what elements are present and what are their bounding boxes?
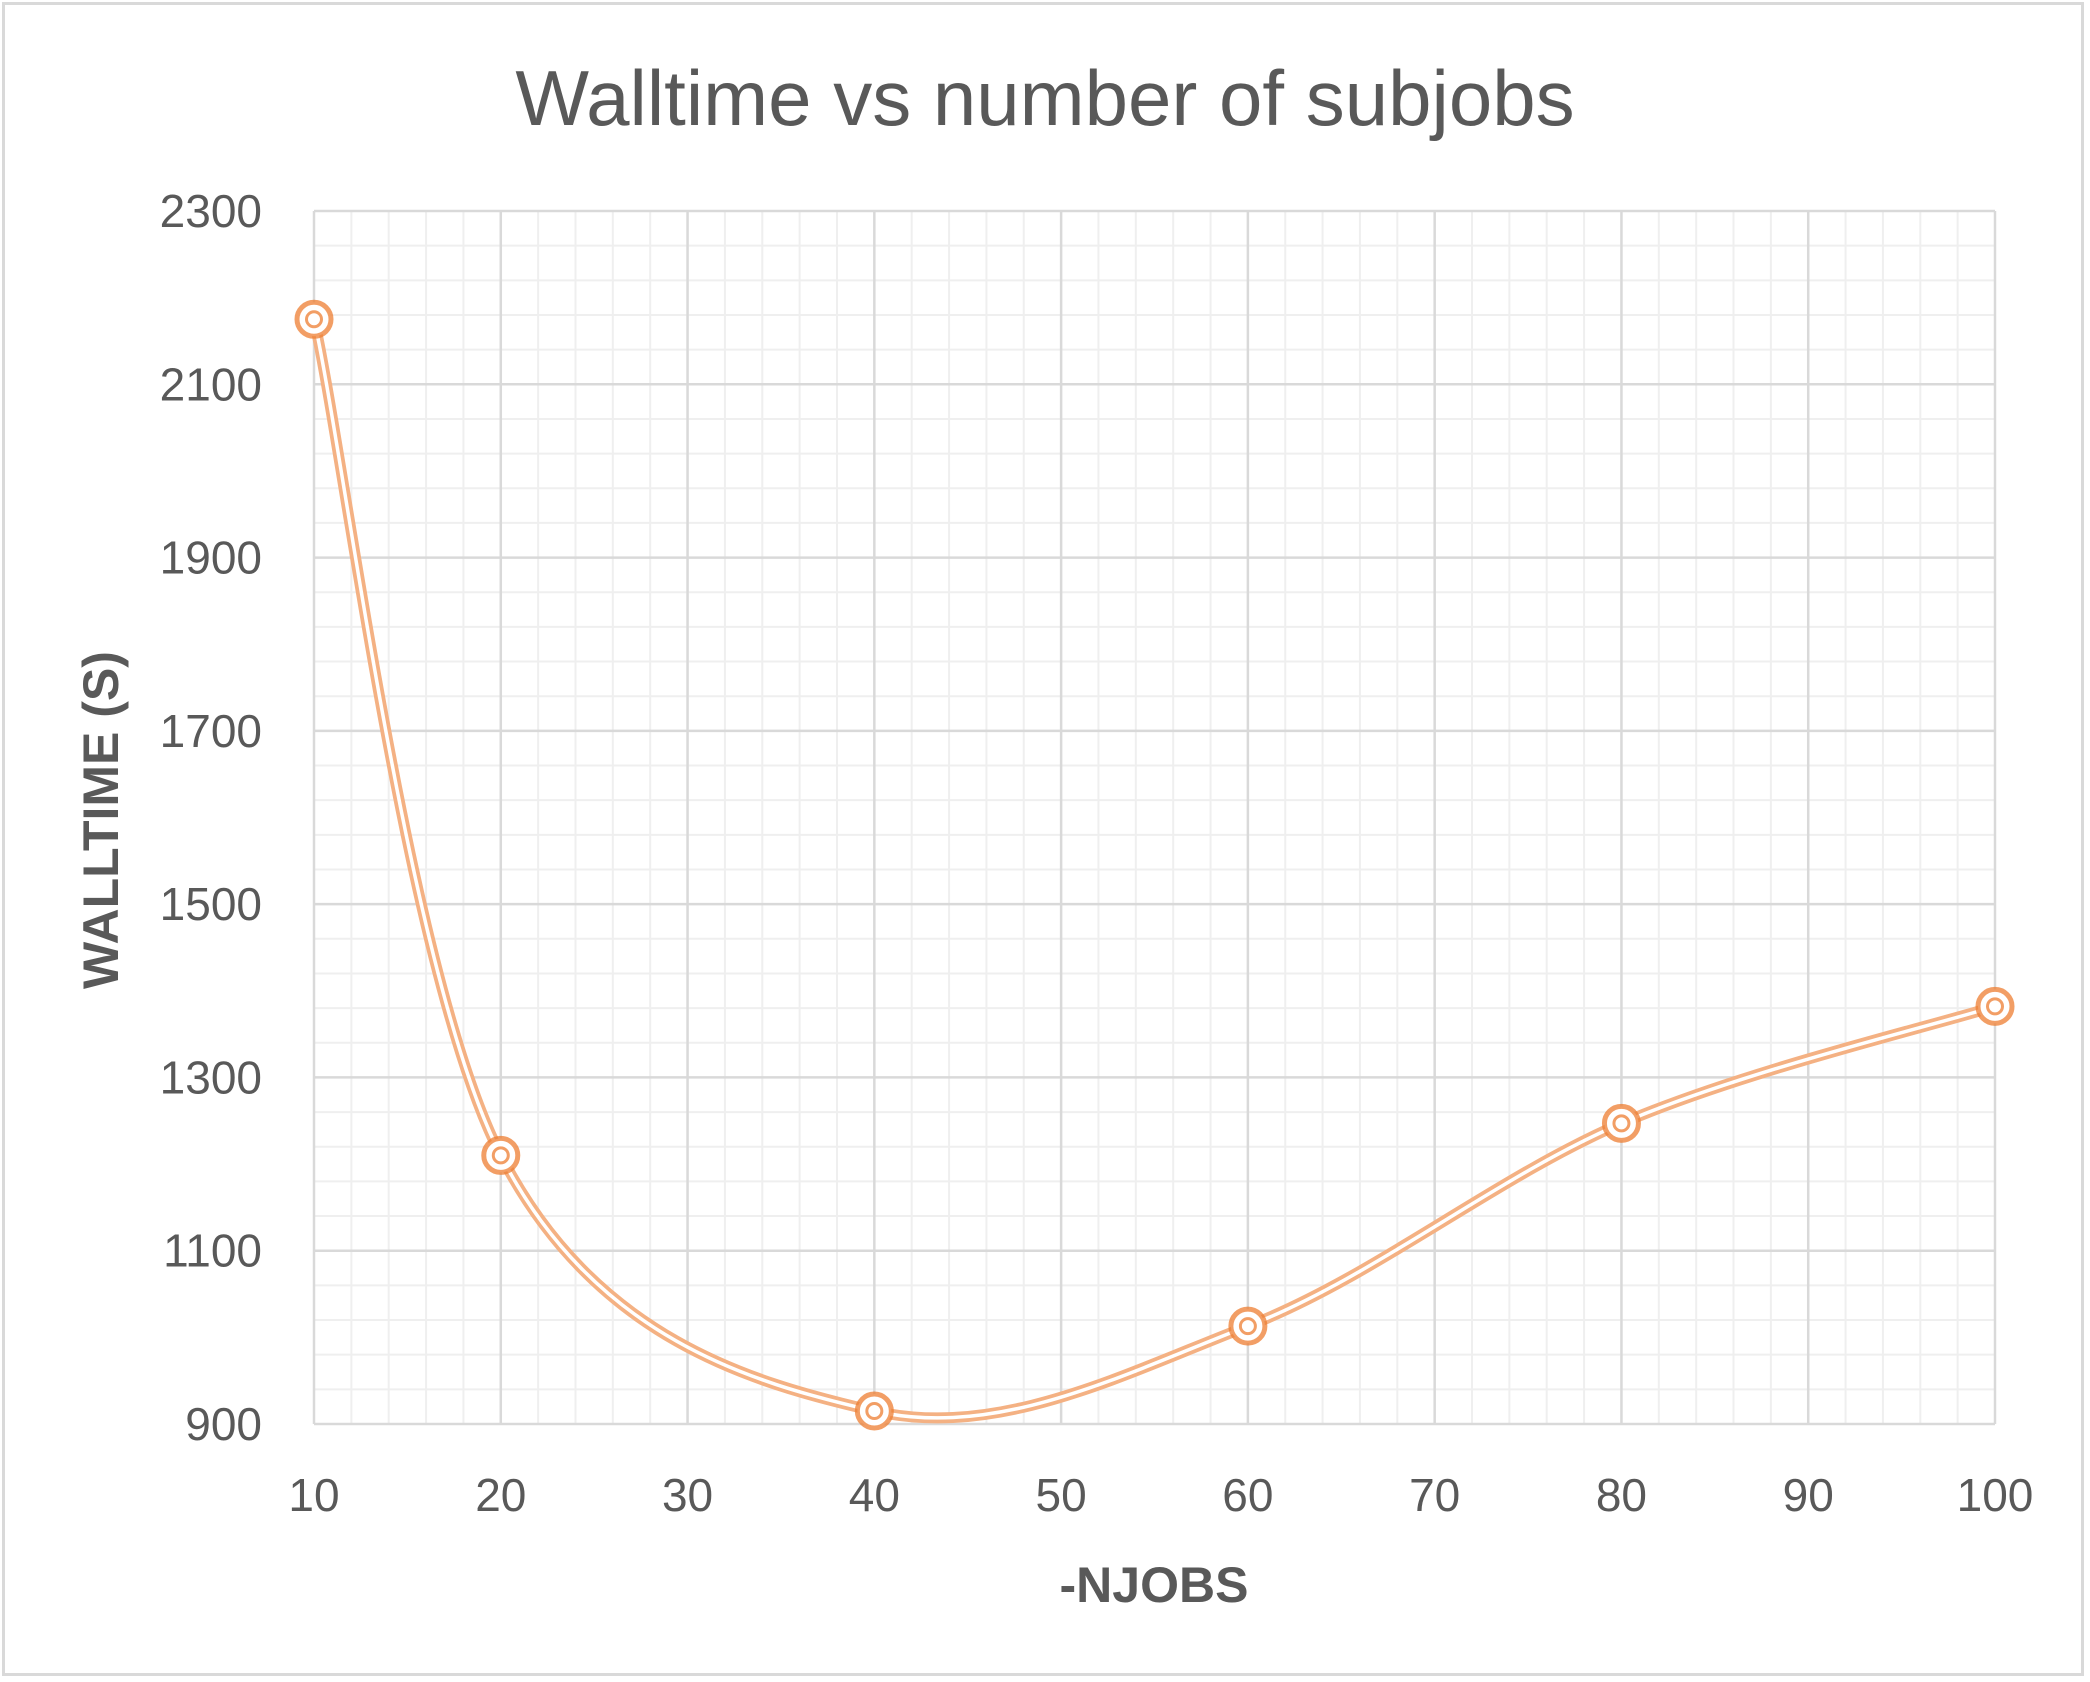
data-point-inner xyxy=(1238,1317,1257,1336)
y-tick-label: 1900 xyxy=(160,532,262,584)
data-point-inner xyxy=(491,1146,510,1165)
data-point-inner xyxy=(1986,997,2004,1016)
data-point xyxy=(294,299,334,339)
x-tick-labels: 10 20 30 40 50 60 70 80 90 100 xyxy=(288,1469,2033,1521)
major-gridlines xyxy=(312,209,1997,1426)
x-tick-label: 20 xyxy=(475,1469,526,1521)
y-tick-labels: 900 1100 1300 1500 1700 1900 2100 2300 xyxy=(160,185,262,1450)
x-tick-label: 80 xyxy=(1596,1469,1647,1521)
x-tick-label: 10 xyxy=(288,1469,339,1521)
y-tick-label: 2300 xyxy=(160,185,262,237)
chart-title: Walltime vs number of subjobs xyxy=(515,54,1574,142)
data-point xyxy=(1228,1306,1268,1346)
y-tick-label: 1300 xyxy=(160,1051,262,1103)
data-point-inner xyxy=(1612,1114,1631,1133)
x-tick-label: 100 xyxy=(1957,1469,2034,1521)
markers xyxy=(294,299,2015,1431)
x-tick-label: 30 xyxy=(662,1469,713,1521)
x-axis-label: -NJOBS xyxy=(1060,1557,1249,1613)
data-point xyxy=(1601,1103,1641,1143)
y-tick-label: 1500 xyxy=(160,878,262,930)
x-tick-label: 40 xyxy=(849,1469,900,1521)
data-point xyxy=(854,1391,894,1431)
x-tick-label: 70 xyxy=(1409,1469,1460,1521)
y-tick-label: 2100 xyxy=(160,358,262,410)
y-axis-label: WALLTIME (S) xyxy=(73,651,129,989)
y-tick-label: 1700 xyxy=(160,705,262,757)
y-tick-label: 1100 xyxy=(163,1225,262,1277)
x-tick-label: 90 xyxy=(1783,1469,1834,1521)
minor-gridlines xyxy=(314,211,1995,1424)
y-tick-label: 900 xyxy=(185,1398,262,1450)
x-tick-label: 50 xyxy=(1036,1469,1087,1521)
data-point-inner xyxy=(865,1402,884,1421)
data-point xyxy=(1975,986,2015,1026)
data-point-inner xyxy=(305,310,323,329)
data-point xyxy=(481,1135,521,1175)
x-tick-label: 60 xyxy=(1222,1469,1273,1521)
